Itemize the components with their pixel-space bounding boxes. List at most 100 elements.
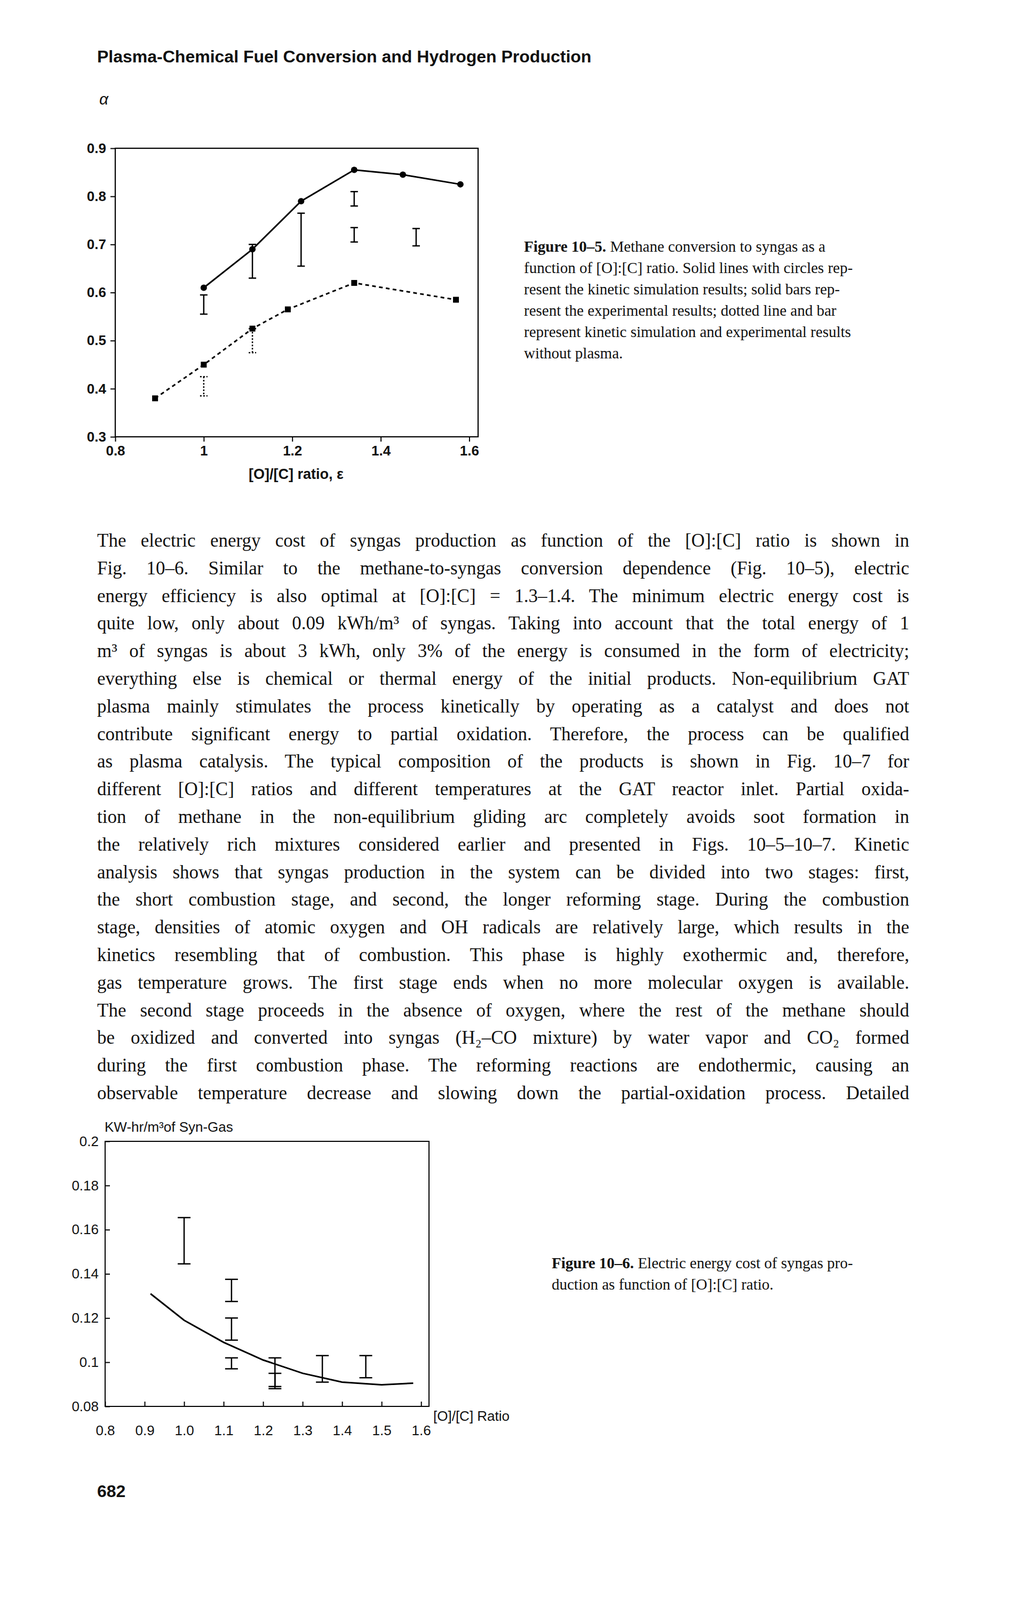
x-tick: 1.4 xyxy=(371,437,392,459)
x-tick: 1.4 xyxy=(332,1402,353,1440)
x-tick-label: 1.2 xyxy=(253,1423,274,1440)
x-tick-label: 1.0 xyxy=(174,1423,194,1440)
y-tick-label: 0.5 xyxy=(86,332,107,349)
x-tick-label: 1.2 xyxy=(282,442,303,459)
x-tick-mark xyxy=(380,437,382,442)
body-line: during the first combustion phase. The r… xyxy=(97,1054,910,1078)
error-bar xyxy=(350,227,359,243)
series-line xyxy=(150,1294,413,1386)
chart: 0.80.91.01.11.21.31.41.51.60.080.10.120.… xyxy=(71,1119,510,1440)
body-line: be oxidized and converted into syngas (H… xyxy=(97,1026,910,1051)
y-tick-label: 0.3 xyxy=(86,428,107,446)
caption-line: function of [O]:[C] ratio. Solid lines w… xyxy=(523,258,853,278)
x-tick: 1.3 xyxy=(293,1402,313,1440)
marker-circle xyxy=(200,284,208,291)
plot-frame xyxy=(115,148,479,438)
error-bar xyxy=(268,1373,282,1388)
x-tick-mark xyxy=(291,437,293,442)
marker-square xyxy=(351,280,357,286)
marker-circle xyxy=(399,171,407,179)
x-tick-mark xyxy=(381,1402,383,1408)
y-tick-mark xyxy=(110,244,116,246)
y-axis: 0.30.40.50.60.70.80.9 xyxy=(86,140,116,446)
x-tick-mark xyxy=(469,437,471,442)
caption-line: represent kinetic simulation and experim… xyxy=(523,322,852,342)
y-tick-label: 0.18 xyxy=(71,1178,99,1195)
y-tick-mark xyxy=(105,1229,110,1231)
y-tick-mark xyxy=(105,1185,110,1187)
x-tick-label: 0.8 xyxy=(105,442,125,459)
y-tick-label: 0.8 xyxy=(86,188,107,205)
caption-label: Figure 10–5. xyxy=(523,237,607,256)
error-bar xyxy=(225,1358,238,1370)
error-bar xyxy=(225,1280,238,1302)
caption-text: without plasma. xyxy=(523,344,623,362)
y-tick: 0.12 xyxy=(71,1310,110,1327)
y-tick-mark xyxy=(105,1362,110,1364)
body-line: as plasma catalysis. The typical composi… xyxy=(97,750,910,774)
error-bar xyxy=(297,213,305,267)
error-bar xyxy=(248,328,257,353)
y-tick-label: 0.1 xyxy=(79,1354,99,1371)
caption-text: resent the kinetic simulation results; s… xyxy=(523,280,840,298)
body-line: m³ of syngas is about 3 kWh, only 3% of … xyxy=(97,639,910,664)
body-line: kinetics resembling that of combustion. … xyxy=(97,943,910,968)
x-tick-mark xyxy=(263,1402,265,1408)
x-tick-label: 1.6 xyxy=(459,442,480,459)
y-tick: 0.16 xyxy=(71,1221,110,1238)
body-line: plasma mainly stimulates the process kin… xyxy=(97,695,910,719)
marker-circle xyxy=(297,197,305,205)
error-bar xyxy=(268,1358,282,1390)
y-tick-mark xyxy=(110,388,116,390)
error-bar xyxy=(248,244,257,278)
x-tick: 1.2 xyxy=(253,1402,274,1440)
error-bar xyxy=(225,1318,238,1341)
y-tick: 0.9 xyxy=(86,140,116,157)
body-line: The second stage proceeds in the absence… xyxy=(97,999,910,1023)
marker-square xyxy=(152,395,158,402)
y-tick: 0.14 xyxy=(71,1266,110,1283)
x-tick-mark xyxy=(184,1402,186,1408)
y-tick-mark xyxy=(105,1274,110,1276)
y-axis-title: α xyxy=(99,90,109,108)
x-axis: 0.8 1 1.2 1.4 1.6 xyxy=(105,437,480,459)
y-tick-mark xyxy=(105,1318,110,1320)
x-tick-label: 1.4 xyxy=(332,1423,353,1440)
x-tick: 1 xyxy=(200,437,208,459)
x-tick-mark xyxy=(302,1402,304,1408)
caption-text: represent kinetic simulation and experim… xyxy=(523,323,852,341)
x-tick: 1.2 xyxy=(282,437,303,459)
plot-area xyxy=(152,167,464,402)
x-tick-mark xyxy=(342,1402,344,1408)
plot-frame xyxy=(105,1141,429,1408)
x-tick: 0.8 xyxy=(105,437,125,459)
y-tick: 0.8 xyxy=(86,188,116,205)
marker-circle xyxy=(351,167,358,174)
x-tick: 1.0 xyxy=(174,1402,194,1440)
plot-area xyxy=(150,1218,413,1390)
x-tick-label: 1.3 xyxy=(293,1423,313,1440)
y-tick-mark xyxy=(110,292,116,294)
x-tick-mark xyxy=(420,1402,423,1408)
x-axis: 0.80.91.01.11.21.31.41.51.6 xyxy=(95,1402,431,1440)
running-header: Plasma-Chemical Fuel Conversion and Hydr… xyxy=(97,46,592,67)
y-axis-title: KW-hr/m³of Syn-Gas xyxy=(104,1119,234,1136)
x-tick-mark xyxy=(144,1402,146,1408)
page-svg: 0.811.21.41.60.30.40.50.60.70.80.9α[O]/[… xyxy=(0,0,1009,1600)
x-tick-label: 1.1 xyxy=(213,1423,234,1440)
error-bar xyxy=(350,191,359,206)
y-tick-label: 0.14 xyxy=(71,1266,99,1283)
error-bar xyxy=(412,228,420,246)
caption-text: Methane conversion to syngas as a xyxy=(609,237,825,256)
caption-label: Figure 10–6. xyxy=(551,1254,634,1273)
body-line: Fig. 10–6. Similar to the methane-to-syn… xyxy=(97,557,910,581)
y-tick-mark xyxy=(110,340,116,342)
x-tick: 0.9 xyxy=(134,1402,155,1440)
caption-line: without plasma. xyxy=(523,343,623,363)
caption-line: resent the kinetic simulation results; s… xyxy=(523,279,840,299)
y-tick-mark xyxy=(110,148,116,150)
caption-text: resent the experimental results; dotted … xyxy=(523,302,837,320)
caption-text: function of [O]:[C] ratio. Solid lines w… xyxy=(523,259,853,277)
y-tick-label: 0.4 xyxy=(86,380,107,397)
body-line: tion of methane in the non-equilibrium g… xyxy=(97,805,910,830)
